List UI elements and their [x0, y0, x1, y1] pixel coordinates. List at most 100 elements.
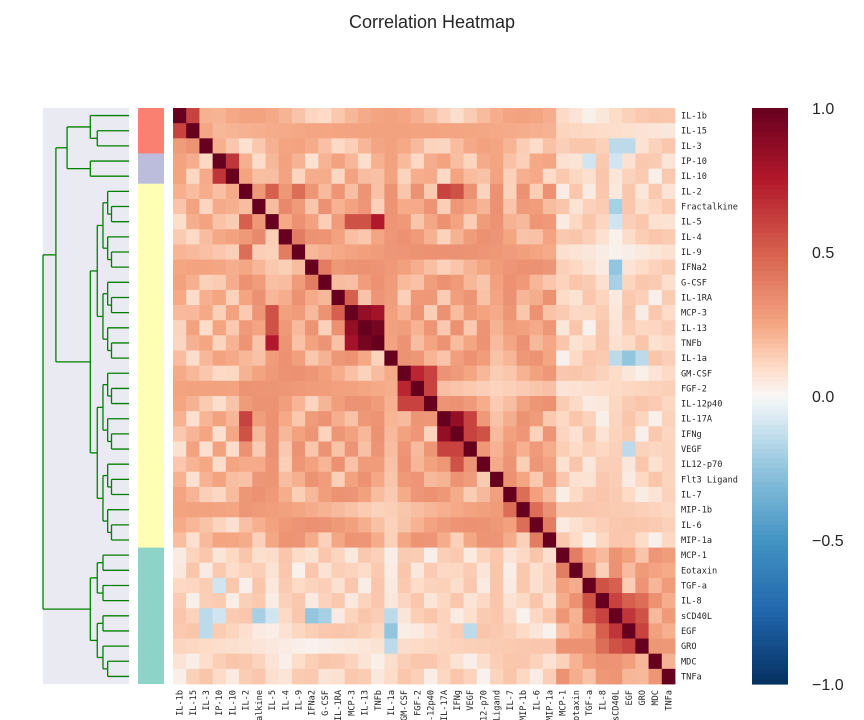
- heatmap-cell: [291, 198, 306, 215]
- heatmap-cell: [410, 471, 425, 488]
- heatmap-cell: [371, 517, 385, 533]
- heatmap-cell: [173, 365, 187, 382]
- heatmap-cell: [186, 274, 200, 291]
- heatmap-cell: [173, 244, 187, 260]
- heatmap-cell: [463, 335, 478, 351]
- heatmap-cell: [397, 153, 412, 170]
- heatmap-cell: [582, 259, 597, 276]
- heatmap-cell: [291, 441, 306, 458]
- heatmap-cell: [212, 502, 227, 518]
- heatmap-cell: [661, 426, 676, 442]
- heatmap-cell: [225, 547, 240, 564]
- heatmap-cell: [371, 502, 385, 518]
- heatmap-cell: [239, 577, 253, 594]
- heatmap-cell: [397, 547, 412, 564]
- heatmap-cell: [252, 183, 266, 200]
- heatmap-cell: [542, 426, 557, 442]
- heatmap-cell: [490, 198, 504, 215]
- heatmap-cell: [291, 396, 306, 412]
- heatmap-cell: [199, 138, 214, 154]
- heatmap-cell: [608, 244, 623, 260]
- heatmap-cell: [450, 138, 465, 154]
- heatmap-cell: [595, 138, 610, 154]
- heatmap-cell: [463, 562, 478, 579]
- heatmap-cell: [199, 471, 214, 488]
- heatmap-cell: [397, 668, 412, 685]
- heatmap-cell: [239, 365, 253, 382]
- heatmap-cell: [318, 153, 332, 170]
- heatmap-cell: [212, 320, 227, 336]
- heatmap-cell: [265, 350, 280, 367]
- heatmap-cell: [173, 668, 187, 685]
- heatmap-cell: [278, 214, 293, 230]
- heatmap-cell: [212, 244, 227, 260]
- heatmap-cell: [225, 593, 240, 609]
- heatmap-cell: [450, 426, 465, 442]
- heatmap-cell: [503, 183, 517, 200]
- row-label: IL-1b: [681, 112, 707, 122]
- heatmap-cell: [410, 335, 425, 351]
- heatmap-cell: [595, 456, 610, 473]
- heatmap-cell: [291, 668, 306, 685]
- heatmap-cell: [410, 562, 425, 579]
- column-label: IL-9: [295, 690, 305, 711]
- row-label: TGF-a: [681, 581, 707, 591]
- heatmap-cell: [410, 153, 425, 170]
- heatmap-cell: [265, 502, 280, 518]
- heatmap-cell: [595, 214, 610, 230]
- heatmap-cell: [331, 138, 346, 154]
- heatmap-cell: [410, 396, 425, 412]
- heatmap-cell: [344, 653, 359, 670]
- heatmap-cell: [516, 123, 531, 139]
- heatmap-cell: [384, 244, 398, 260]
- heatmap-cell: [582, 653, 597, 670]
- heatmap-cell: [648, 320, 663, 336]
- heatmap-cell: [463, 108, 478, 124]
- heatmap-cell: [397, 608, 412, 624]
- heatmap-cell: [582, 108, 597, 124]
- heatmap-cell: [397, 335, 412, 351]
- heatmap-cell: [186, 365, 200, 382]
- heatmap-cell: [278, 486, 293, 503]
- heatmap-cell: [212, 153, 227, 170]
- colorbar-segment: [752, 352, 788, 359]
- heatmap-cell: [291, 229, 306, 245]
- heatmap-cell: [608, 108, 623, 124]
- heatmap-cell: [212, 608, 227, 624]
- heatmap-cell: [291, 274, 306, 291]
- heatmap-cell: [529, 547, 544, 564]
- heatmap-cell: [225, 608, 240, 624]
- colorbar-segment: [752, 367, 788, 373]
- heatmap-cell: [516, 350, 531, 367]
- heatmap-cell: [239, 426, 253, 442]
- heatmap-cell: [318, 289, 332, 306]
- heatmap-cell: [463, 623, 478, 639]
- heatmap-cell: [305, 320, 319, 336]
- heatmap-cell: [556, 214, 570, 230]
- heatmap-cell: [331, 456, 346, 473]
- heatmap-cell: [556, 486, 570, 503]
- heatmap-cell: [582, 183, 597, 200]
- heatmap-cell: [503, 471, 517, 488]
- colorbar-segment: [752, 501, 788, 507]
- heatmap-cell: [503, 638, 517, 655]
- heatmap-cell: [199, 502, 214, 518]
- heatmap-cell: [212, 532, 227, 548]
- colorbar-segment: [752, 674, 788, 680]
- heatmap-cell: [173, 441, 187, 458]
- heatmap-cell: [648, 229, 663, 245]
- heatmap-cell: [608, 198, 623, 215]
- heatmap-cell: [410, 653, 425, 670]
- heatmap-cell: [424, 335, 438, 351]
- colorbar-segment: [752, 357, 788, 363]
- heatmap-cell: [278, 274, 293, 291]
- heatmap-cell: [582, 608, 597, 624]
- colorbar-segment: [752, 266, 788, 272]
- heatmap-cell: [212, 668, 227, 685]
- heatmap-cell: [305, 653, 319, 670]
- heatmap-cell: [265, 380, 280, 397]
- heatmap-cell: [252, 396, 266, 412]
- heatmap-cell: [318, 229, 332, 245]
- heatmap-cell: [595, 668, 610, 685]
- colorbar-segment: [752, 232, 788, 239]
